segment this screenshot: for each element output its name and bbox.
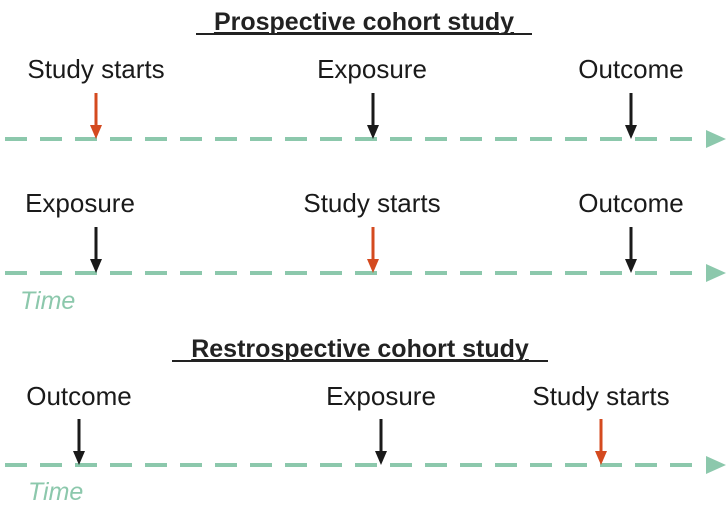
timeline-arrowhead <box>706 130 726 148</box>
exposure-arrow <box>375 419 387 465</box>
prospective-timeline-1: Study starts Exposure Outcome <box>5 54 726 148</box>
event-label-study-starts: Study starts <box>27 54 164 84</box>
event-label-outcome: Outcome <box>578 188 684 218</box>
event-label-study-starts: Study starts <box>532 381 669 411</box>
exposure-arrow <box>90 227 102 273</box>
retrospective-title: Restrospective cohort study <box>191 335 529 363</box>
outcome-arrow <box>625 227 637 273</box>
event-label-exposure: Exposure <box>25 188 135 218</box>
event-label-exposure: Exposure <box>317 54 427 84</box>
retrospective-timeline: Outcome Exposure Study starts Time <box>5 381 726 506</box>
time-axis-label: Time <box>20 287 75 315</box>
event-label-outcome: Outcome <box>578 54 684 84</box>
study-starts-arrow <box>595 419 607 465</box>
timeline-arrowhead <box>706 456 726 474</box>
outcome-arrow <box>73 419 85 465</box>
timeline-arrowhead <box>706 264 726 282</box>
time-axis-label: Time <box>28 478 83 506</box>
study-starts-arrow <box>90 93 102 139</box>
event-label-study-starts: Study starts <box>303 188 440 218</box>
outcome-arrow <box>625 93 637 139</box>
study-starts-arrow <box>367 227 379 273</box>
event-label-outcome: Outcome <box>26 381 132 411</box>
prospective-title: Prospective cohort study <box>214 8 514 36</box>
prospective-timeline-2: Exposure Study starts Outcome Time <box>5 188 726 315</box>
event-label-exposure: Exposure <box>326 381 436 411</box>
exposure-arrow <box>367 93 379 139</box>
